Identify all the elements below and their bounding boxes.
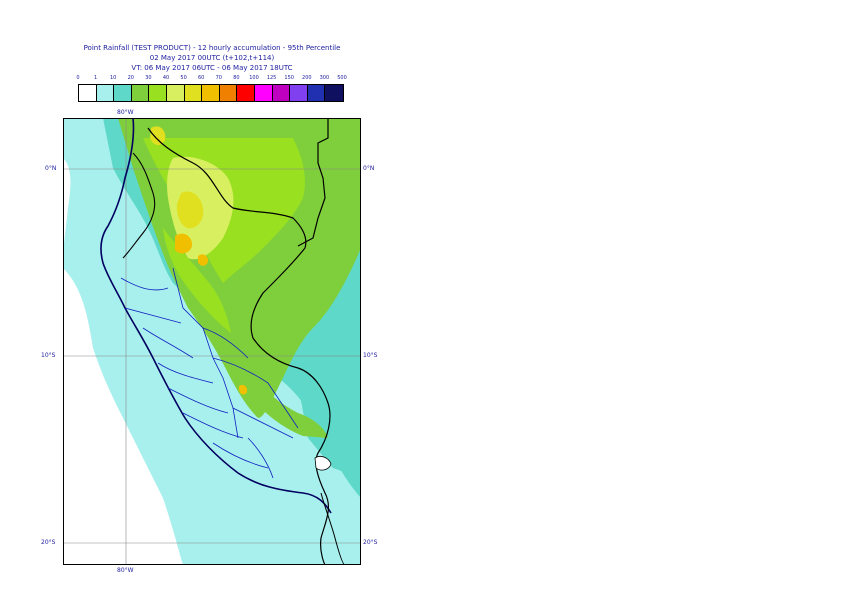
map-frame [63, 118, 361, 565]
rain-50-60-patch [176, 191, 204, 229]
lake-titicaca [314, 456, 332, 471]
legend-swatch [202, 85, 220, 101]
legend-tick-label: 500 [337, 75, 347, 81]
legend-swatch [290, 85, 308, 101]
rain-60-70-patch-2 [198, 254, 209, 266]
legend-tick-label: 125 [266, 75, 277, 81]
legend-swatch [219, 85, 238, 101]
legend-tick-label: 10 [110, 75, 117, 81]
legend-tick-label: 100 [249, 75, 259, 81]
lat-label-20-left: 20°S [41, 539, 56, 546]
rain-60-70-patch [175, 233, 193, 254]
lat-label-10-right: 10°S [363, 352, 378, 359]
legend-swatch [131, 85, 150, 101]
title-line-2: 02 May 2017 00UTC (t+102,t+114) [149, 54, 275, 62]
legend-swatch [96, 85, 115, 101]
legend-tick-label: 0 [76, 75, 80, 81]
legend-swatch [307, 85, 326, 101]
legend-tick-label: 80 [233, 75, 240, 81]
lat-label-0-right: 0°N [363, 165, 375, 172]
national-border-north [297, 118, 329, 247]
legend-swatch [149, 85, 167, 101]
rain-20-30-south [248, 373, 328, 438]
dry-ocean-area-2 [63, 158, 71, 258]
legend-tick-label: 50 [180, 75, 187, 81]
legend-swatch [325, 85, 343, 101]
lat-label-0-left: 0°N [45, 165, 57, 172]
national-border-ecuador [122, 152, 156, 259]
legend-tick-label: 150 [284, 75, 294, 81]
legend-tick-label: 200 [302, 75, 312, 81]
lon-label-top: 80°W [117, 109, 134, 116]
rain-50-60-patch-2 [150, 126, 166, 146]
lon-label-bottom: 80°W [117, 567, 134, 574]
legend-tick-label: 60 [198, 75, 205, 81]
legend-swatch [254, 85, 273, 101]
legend-tick-label: 30 [145, 75, 152, 81]
regional-boundaries [120, 267, 299, 479]
rain-30-40-zone-2 [163, 228, 231, 333]
legend-swatch [237, 85, 255, 101]
lat-label-20-right: 20°S [363, 539, 378, 546]
title-line-3: VT: 06 May 2017 06UTC - 06 May 2017 18UT… [131, 64, 293, 72]
chile-bolivia-border [320, 492, 346, 565]
coastline [100, 118, 332, 514]
legend-swatch [79, 85, 97, 101]
legend-tick-label: 40 [162, 75, 170, 81]
dry-ocean-area [63, 268, 183, 565]
legend-swatch [114, 85, 132, 101]
title-line-1: Point Rainfall (TEST PRODUCT) - 12 hourl… [83, 44, 341, 52]
color-legend [78, 84, 344, 102]
legend-tick-label: 20 [127, 75, 134, 81]
legend-tick-label: 300 [319, 75, 330, 81]
legend-swatch [184, 85, 203, 101]
lat-label-10-left: 10°S [41, 352, 56, 359]
national-border [147, 127, 331, 565]
legend-swatch [272, 85, 291, 101]
rain-60-70-patch-3 [239, 384, 248, 395]
rainfall-map [63, 118, 361, 565]
moderate-rain-east-basin [293, 358, 361, 478]
legend-swatch [166, 85, 185, 101]
legend-tick-label: 70 [215, 75, 222, 81]
legend-tick-label: 1 [94, 75, 98, 81]
